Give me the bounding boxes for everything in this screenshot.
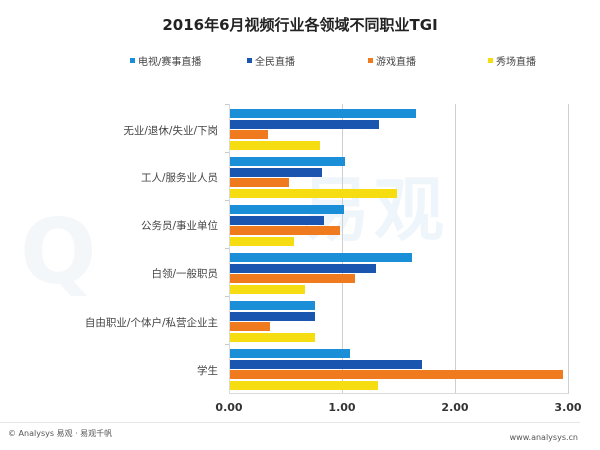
category-label: 学生	[197, 365, 218, 377]
bar-group	[225, 248, 569, 296]
bar	[230, 140, 321, 150]
bar-group	[225, 104, 569, 152]
bar	[230, 205, 345, 214]
bar-group	[225, 200, 569, 248]
bar	[230, 274, 356, 283]
bar-group	[225, 296, 569, 344]
bar	[230, 109, 417, 118]
gridline	[568, 104, 569, 393]
x-tick-label: 0.00	[215, 401, 243, 414]
footer-divider	[0, 422, 580, 423]
legend-swatch-icon	[247, 58, 252, 63]
x-tick-label: 3.00	[554, 401, 582, 414]
x-tick-label: 1.00	[328, 401, 356, 414]
category-label: 自由职业/个体户/私营企业主	[84, 317, 218, 329]
bar	[230, 263, 376, 273]
legend-item-all-people: 全民直播	[247, 53, 295, 68]
legend-label: 全民直播	[255, 57, 295, 68]
bar	[230, 119, 380, 129]
x-axis-line	[229, 393, 569, 394]
bar	[230, 359, 423, 369]
category-label: 公务员/事业单位	[140, 220, 218, 232]
bar	[230, 370, 564, 379]
chart-title: 2016年6月视频行业各领域不同职业TGI	[162, 16, 438, 34]
legend-swatch-icon	[130, 58, 135, 63]
bar	[230, 236, 295, 246]
bar	[230, 167, 322, 177]
bar	[230, 215, 324, 225]
bar	[230, 349, 350, 358]
legend-label: 游戏直播	[376, 57, 416, 68]
group-separator-tick	[225, 200, 229, 201]
bar	[230, 253, 412, 262]
bar	[230, 226, 340, 235]
bar	[230, 178, 289, 187]
legend-item-show: 秀场直播	[488, 53, 536, 68]
legend-swatch-icon	[488, 58, 493, 63]
group-separator-tick	[225, 296, 229, 297]
bar-group	[225, 152, 569, 200]
gridline	[455, 104, 456, 393]
bar	[230, 157, 346, 166]
group-separator-tick	[225, 344, 229, 345]
bar	[230, 284, 305, 294]
group-separator-tick	[225, 152, 229, 153]
legend-label: 电视/赛事直播	[138, 57, 202, 68]
bar	[230, 380, 379, 390]
legend-item-tv-sports: 电视/赛事直播	[130, 53, 201, 68]
group-separator-tick	[225, 104, 229, 105]
legend: 电视/赛事直播 全民直播 游戏直播 秀场直播	[130, 53, 590, 69]
category-label: 白领/一般职员	[151, 268, 218, 280]
category-label: 无业/退休/失业/下岗	[123, 125, 218, 137]
watermark-logo: Q	[20, 200, 97, 305]
bar	[230, 301, 315, 310]
legend-label: 秀场直播	[496, 57, 536, 68]
plot-area	[225, 104, 569, 394]
y-axis-line	[229, 104, 230, 393]
legend-item-gaming: 游戏直播	[368, 53, 416, 68]
gridline	[342, 104, 343, 393]
bar	[230, 332, 315, 342]
bar	[230, 322, 270, 331]
footer-copyright: © Analysys 易观 · 易观千帆	[8, 429, 113, 438]
legend-swatch-icon	[368, 58, 373, 63]
category-label: 工人/服务业人员	[140, 172, 218, 184]
bar	[230, 130, 269, 139]
x-tick-label: 2.00	[441, 401, 469, 414]
bar	[230, 188, 398, 198]
bar	[230, 311, 315, 321]
group-separator-tick	[225, 248, 229, 249]
footer-website: www.analysys.cn	[509, 433, 578, 442]
bar-group	[225, 344, 569, 392]
